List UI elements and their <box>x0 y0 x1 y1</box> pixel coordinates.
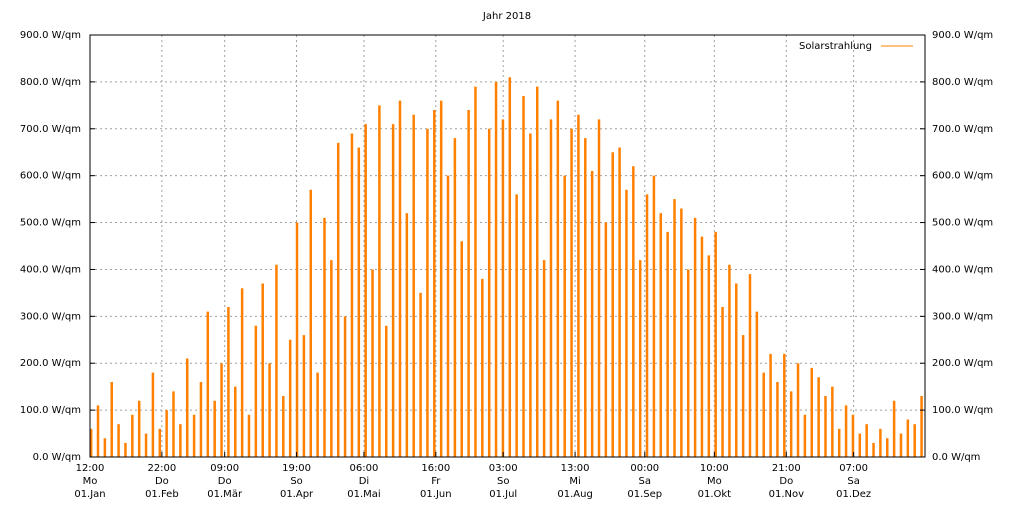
x-tick-label: 01.Feb <box>145 489 179 500</box>
y-tick-label: 900.0 W/qm <box>20 30 81 41</box>
x-tick-label: 19:00 <box>282 463 311 474</box>
x-tick-label: 21:00 <box>772 463 801 474</box>
x-tick-label: Sa <box>639 476 651 487</box>
x-tick-label: 06:00 <box>350 463 379 474</box>
x-tick-label: Do <box>779 476 793 487</box>
y2-tick-label: 500.0 W/qm <box>932 218 993 229</box>
x-tick-label: Mo <box>83 476 98 487</box>
x-tick-label: 09:00 <box>210 463 239 474</box>
x-tick-label: 01.Sep <box>627 489 662 500</box>
x-tick-label: 22:00 <box>147 463 176 474</box>
plot-frame <box>89 34 926 458</box>
x-tick-label: Fr <box>431 476 441 487</box>
y-tick-label: 800.0 W/qm <box>20 77 81 88</box>
y2-tick-label: 800.0 W/qm <box>932 77 993 88</box>
y2-tick-label: 0.0 W/qm <box>932 452 980 463</box>
y2-tick-label: 600.0 W/qm <box>932 171 993 182</box>
chart-title: Jahr 2018 <box>482 11 531 22</box>
x-tick-label: So <box>497 476 509 487</box>
y-tick-label: 600.0 W/qm <box>20 171 81 182</box>
y2-tick-label: 700.0 W/qm <box>932 124 993 135</box>
x-tick-label: 07:00 <box>839 463 868 474</box>
y-tick-label: 300.0 W/qm <box>20 311 81 322</box>
y2-tick-label: 900.0 W/qm <box>932 30 993 41</box>
x-tick-label: 01.Okt <box>698 489 732 500</box>
x-tick-label: 10:00 <box>700 463 729 474</box>
y2-tick-label: 400.0 W/qm <box>932 264 993 275</box>
legend-label: Solarstrahlung <box>799 41 872 52</box>
y-tick-label: 400.0 W/qm <box>20 264 81 275</box>
x-tick-label: Do <box>218 476 232 487</box>
x-tick-label: So <box>290 476 302 487</box>
y-tick-label: 200.0 W/qm <box>20 358 81 369</box>
x-tick-label: 16:00 <box>421 463 450 474</box>
x-tick-label: 01.Apr <box>280 489 314 500</box>
y2-tick-label: 200.0 W/qm <box>932 358 993 369</box>
x-tick-label: Mi <box>569 476 580 487</box>
x-tick-label: Mo <box>707 476 722 487</box>
x-tick-label: 01.Jan <box>74 489 105 500</box>
y-tick-label: 100.0 W/qm <box>20 405 81 416</box>
y2-tick-label: 100.0 W/qm <box>932 405 993 416</box>
x-tick-label: 01.Jul <box>489 489 517 500</box>
x-tick-label: 01.Nov <box>769 489 805 500</box>
x-tick-label: 01.Dez <box>836 489 871 500</box>
x-tick-label: 13:00 <box>561 463 590 474</box>
x-tick-label: 03:00 <box>489 463 518 474</box>
x-tick-label: 01.Jun <box>420 489 452 500</box>
x-tick-label: 12:00 <box>76 463 105 474</box>
x-tick-label: Do <box>155 476 169 487</box>
x-tick-label: 01.Mai <box>347 489 380 500</box>
x-tick-label: Sa <box>847 476 859 487</box>
x-tick-label: 01.Mär <box>207 489 243 500</box>
y-tick-label: 0.0 W/qm <box>33 452 81 463</box>
y2-tick-label: 300.0 W/qm <box>932 311 993 322</box>
y-tick-label: 500.0 W/qm <box>20 218 81 229</box>
y-tick-label: 700.0 W/qm <box>20 124 81 135</box>
x-tick-label: 00:00 <box>630 463 659 474</box>
x-tick-label: Di <box>359 476 369 487</box>
x-tick-label: 01.Aug <box>557 489 592 500</box>
